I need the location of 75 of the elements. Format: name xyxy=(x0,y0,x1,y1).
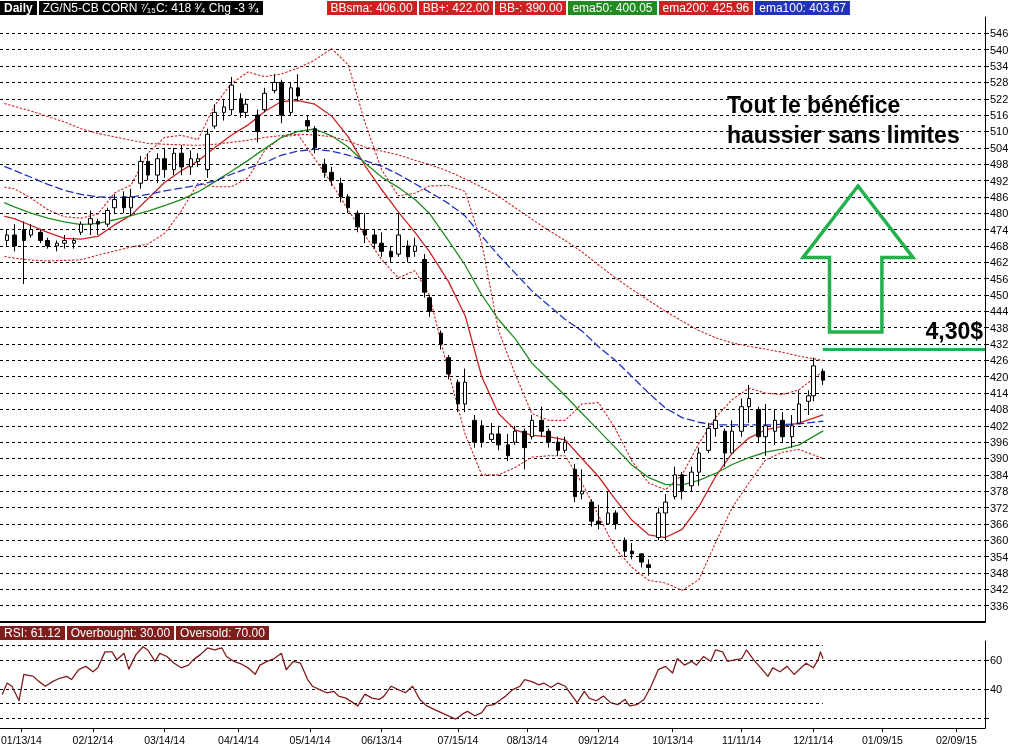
y-tick-label: 384 xyxy=(990,468,1009,481)
text: Oversold: 70.00 xyxy=(176,626,269,640)
x-tick-label: 06/13/14 xyxy=(361,733,403,746)
y-tick-label: 444 xyxy=(990,305,1009,318)
y-tick-label: 456 xyxy=(990,272,1009,285)
y-tick-label: 474 xyxy=(990,223,1009,236)
y-tick-label: 378 xyxy=(990,485,1009,498)
y-tick-label: 480 xyxy=(990,207,1009,220)
y-tick-label: 510 xyxy=(990,125,1009,138)
y-tick-label: 546 xyxy=(990,27,1009,40)
y-tick-label: 426 xyxy=(990,354,1009,367)
y-tick-label: 60 xyxy=(990,653,1003,666)
x-tick-label: 01/09/15 xyxy=(862,733,904,746)
y-tick-label: 528 xyxy=(990,76,1009,89)
y-tick-label: 540 xyxy=(990,43,1009,56)
text: ema100: 403.67 xyxy=(755,1,850,15)
y-tick-label: 366 xyxy=(990,517,1009,530)
x-tick-label: 07/15/14 xyxy=(437,733,479,746)
line-series xyxy=(1,646,824,720)
y-tick-label: 504 xyxy=(990,141,1009,154)
text: ema50: 400.05 xyxy=(568,1,657,15)
y-tick-label: 40 xyxy=(990,682,1003,695)
x-tick-label: 10/13/14 xyxy=(652,733,694,746)
annotation: Tout le bénéfice haussier sans limites xyxy=(727,92,960,148)
y-tick-label: 516 xyxy=(990,109,1009,122)
x-tick-label: 03/14/14 xyxy=(144,733,186,746)
annotation: 4,30$ xyxy=(925,318,984,344)
candlestick xyxy=(821,368,825,386)
candlestick xyxy=(563,436,567,454)
line-series xyxy=(4,148,824,426)
x-tick-label: 09/12/14 xyxy=(578,733,620,746)
text: BBsma: 406.00 xyxy=(326,1,417,15)
chart-title: Daily xyxy=(0,1,37,15)
y-tick-label: 468 xyxy=(990,239,1009,252)
y-tick-label: 486 xyxy=(990,190,1009,203)
y-tick-label: 360 xyxy=(990,534,1009,547)
y-tick-label: 396 xyxy=(990,436,1009,449)
y-tick-label: 420 xyxy=(990,370,1009,383)
text: RSI: 61.12 xyxy=(0,626,65,640)
y-tick-label: 522 xyxy=(990,92,1009,105)
y-tick-label: 408 xyxy=(990,403,1009,416)
x-tick-label: 02/12/14 xyxy=(72,733,114,746)
candlestick xyxy=(480,419,484,449)
candlestick xyxy=(329,166,334,187)
text: ema200: 425.96 xyxy=(658,1,754,15)
y-tick-label: 402 xyxy=(990,419,1009,432)
x-tick-label: 04/14/14 xyxy=(218,733,260,746)
text: BB-: 390.00 xyxy=(495,1,567,15)
text: Overbought: 30.00 xyxy=(66,626,175,640)
x-tick-label: 12/11/14 xyxy=(793,733,834,746)
text: BB+: 422.00 xyxy=(418,1,494,15)
y-tick-label: 342 xyxy=(990,583,1009,596)
y-tick-label: 462 xyxy=(990,256,1009,269)
y-tick-label: 534 xyxy=(990,60,1009,73)
y-tick-label: 438 xyxy=(990,321,1009,334)
y-tick-label: 390 xyxy=(990,452,1009,465)
candlestick xyxy=(29,223,33,239)
x-tick-label: 08/13/14 xyxy=(506,733,548,746)
x-tick-label: 01/13/14 xyxy=(1,733,43,746)
x-tick-label: 11/11/14 xyxy=(722,733,762,746)
y-tick-label: 492 xyxy=(990,174,1009,187)
y-tick-label: 432 xyxy=(990,338,1009,351)
y-tick-label: 336 xyxy=(990,599,1009,612)
y-tick-label: 372 xyxy=(990,501,1009,514)
candlestick xyxy=(122,190,126,214)
y-tick-label: 498 xyxy=(990,158,1009,171)
candlestick xyxy=(413,237,417,258)
candlestick xyxy=(38,229,43,244)
y-tick-label: 450 xyxy=(990,288,1009,301)
x-tick-label: 02/09/15 xyxy=(935,733,977,746)
x-tick-label: 05/14/14 xyxy=(289,733,331,746)
y-tick-label: 354 xyxy=(990,550,1009,563)
y-tick-label: 348 xyxy=(990,566,1009,579)
chart-subtitle: ZG/N5-CB CORN ⁷⁄₁₅C: 418 ³⁄₄ Chg -3 ³⁄₄ xyxy=(38,1,264,15)
y-tick-label: 414 xyxy=(990,387,1009,400)
